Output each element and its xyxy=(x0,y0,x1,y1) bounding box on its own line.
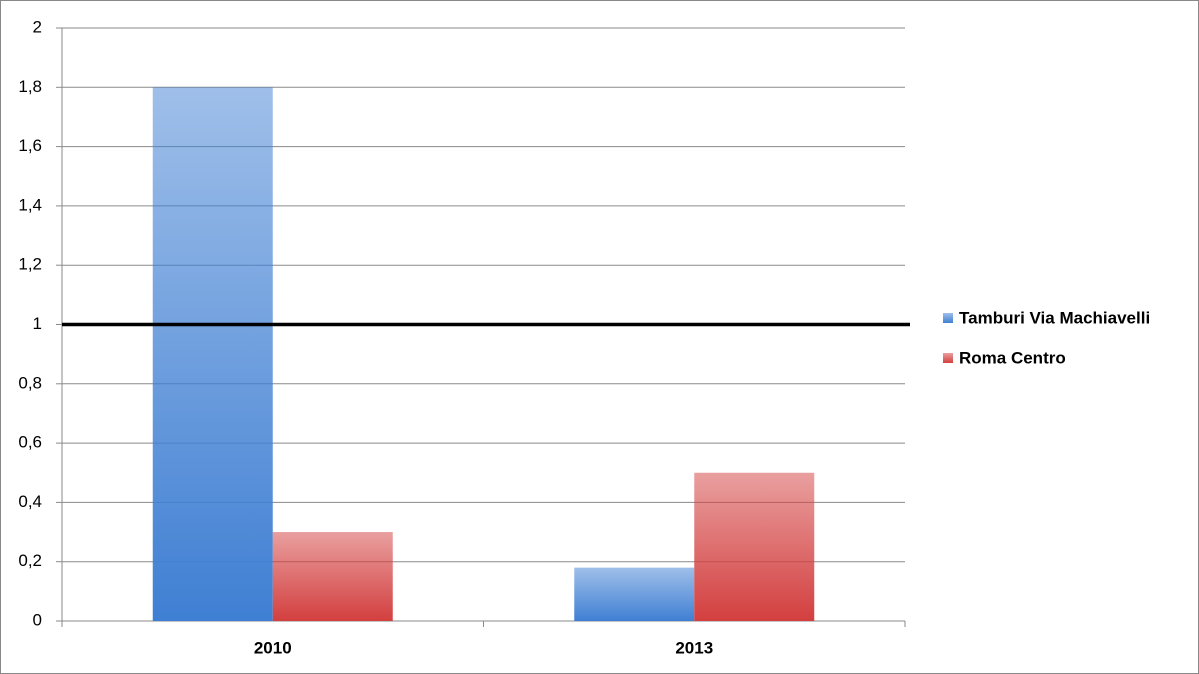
y-tick-label: 0,8 xyxy=(18,373,42,392)
legend-label: Tamburi Via Machiavelli xyxy=(959,308,1150,327)
bar xyxy=(272,532,393,621)
y-tick-label: 1,4 xyxy=(18,195,42,214)
y-tick-label: 1,8 xyxy=(18,77,42,96)
x-tick-label: 2010 xyxy=(254,638,292,657)
legend-swatch xyxy=(943,313,953,323)
x-tick-label: 2013 xyxy=(675,638,713,657)
y-tick-label: 1,2 xyxy=(18,255,42,274)
bar xyxy=(574,567,695,621)
y-tick-label: 1 xyxy=(33,314,42,333)
y-tick-label: 0,2 xyxy=(18,551,42,570)
y-tick-label: 0 xyxy=(33,610,42,629)
bar xyxy=(694,472,815,621)
y-tick-label: 2 xyxy=(33,17,42,36)
y-tick-label: 0,6 xyxy=(18,433,42,452)
legend-swatch xyxy=(943,353,953,363)
bar xyxy=(152,87,273,622)
y-tick-label: 0,4 xyxy=(18,492,42,511)
y-tick-label: 1,6 xyxy=(18,136,42,155)
legend-label: Roma Centro xyxy=(959,348,1066,367)
